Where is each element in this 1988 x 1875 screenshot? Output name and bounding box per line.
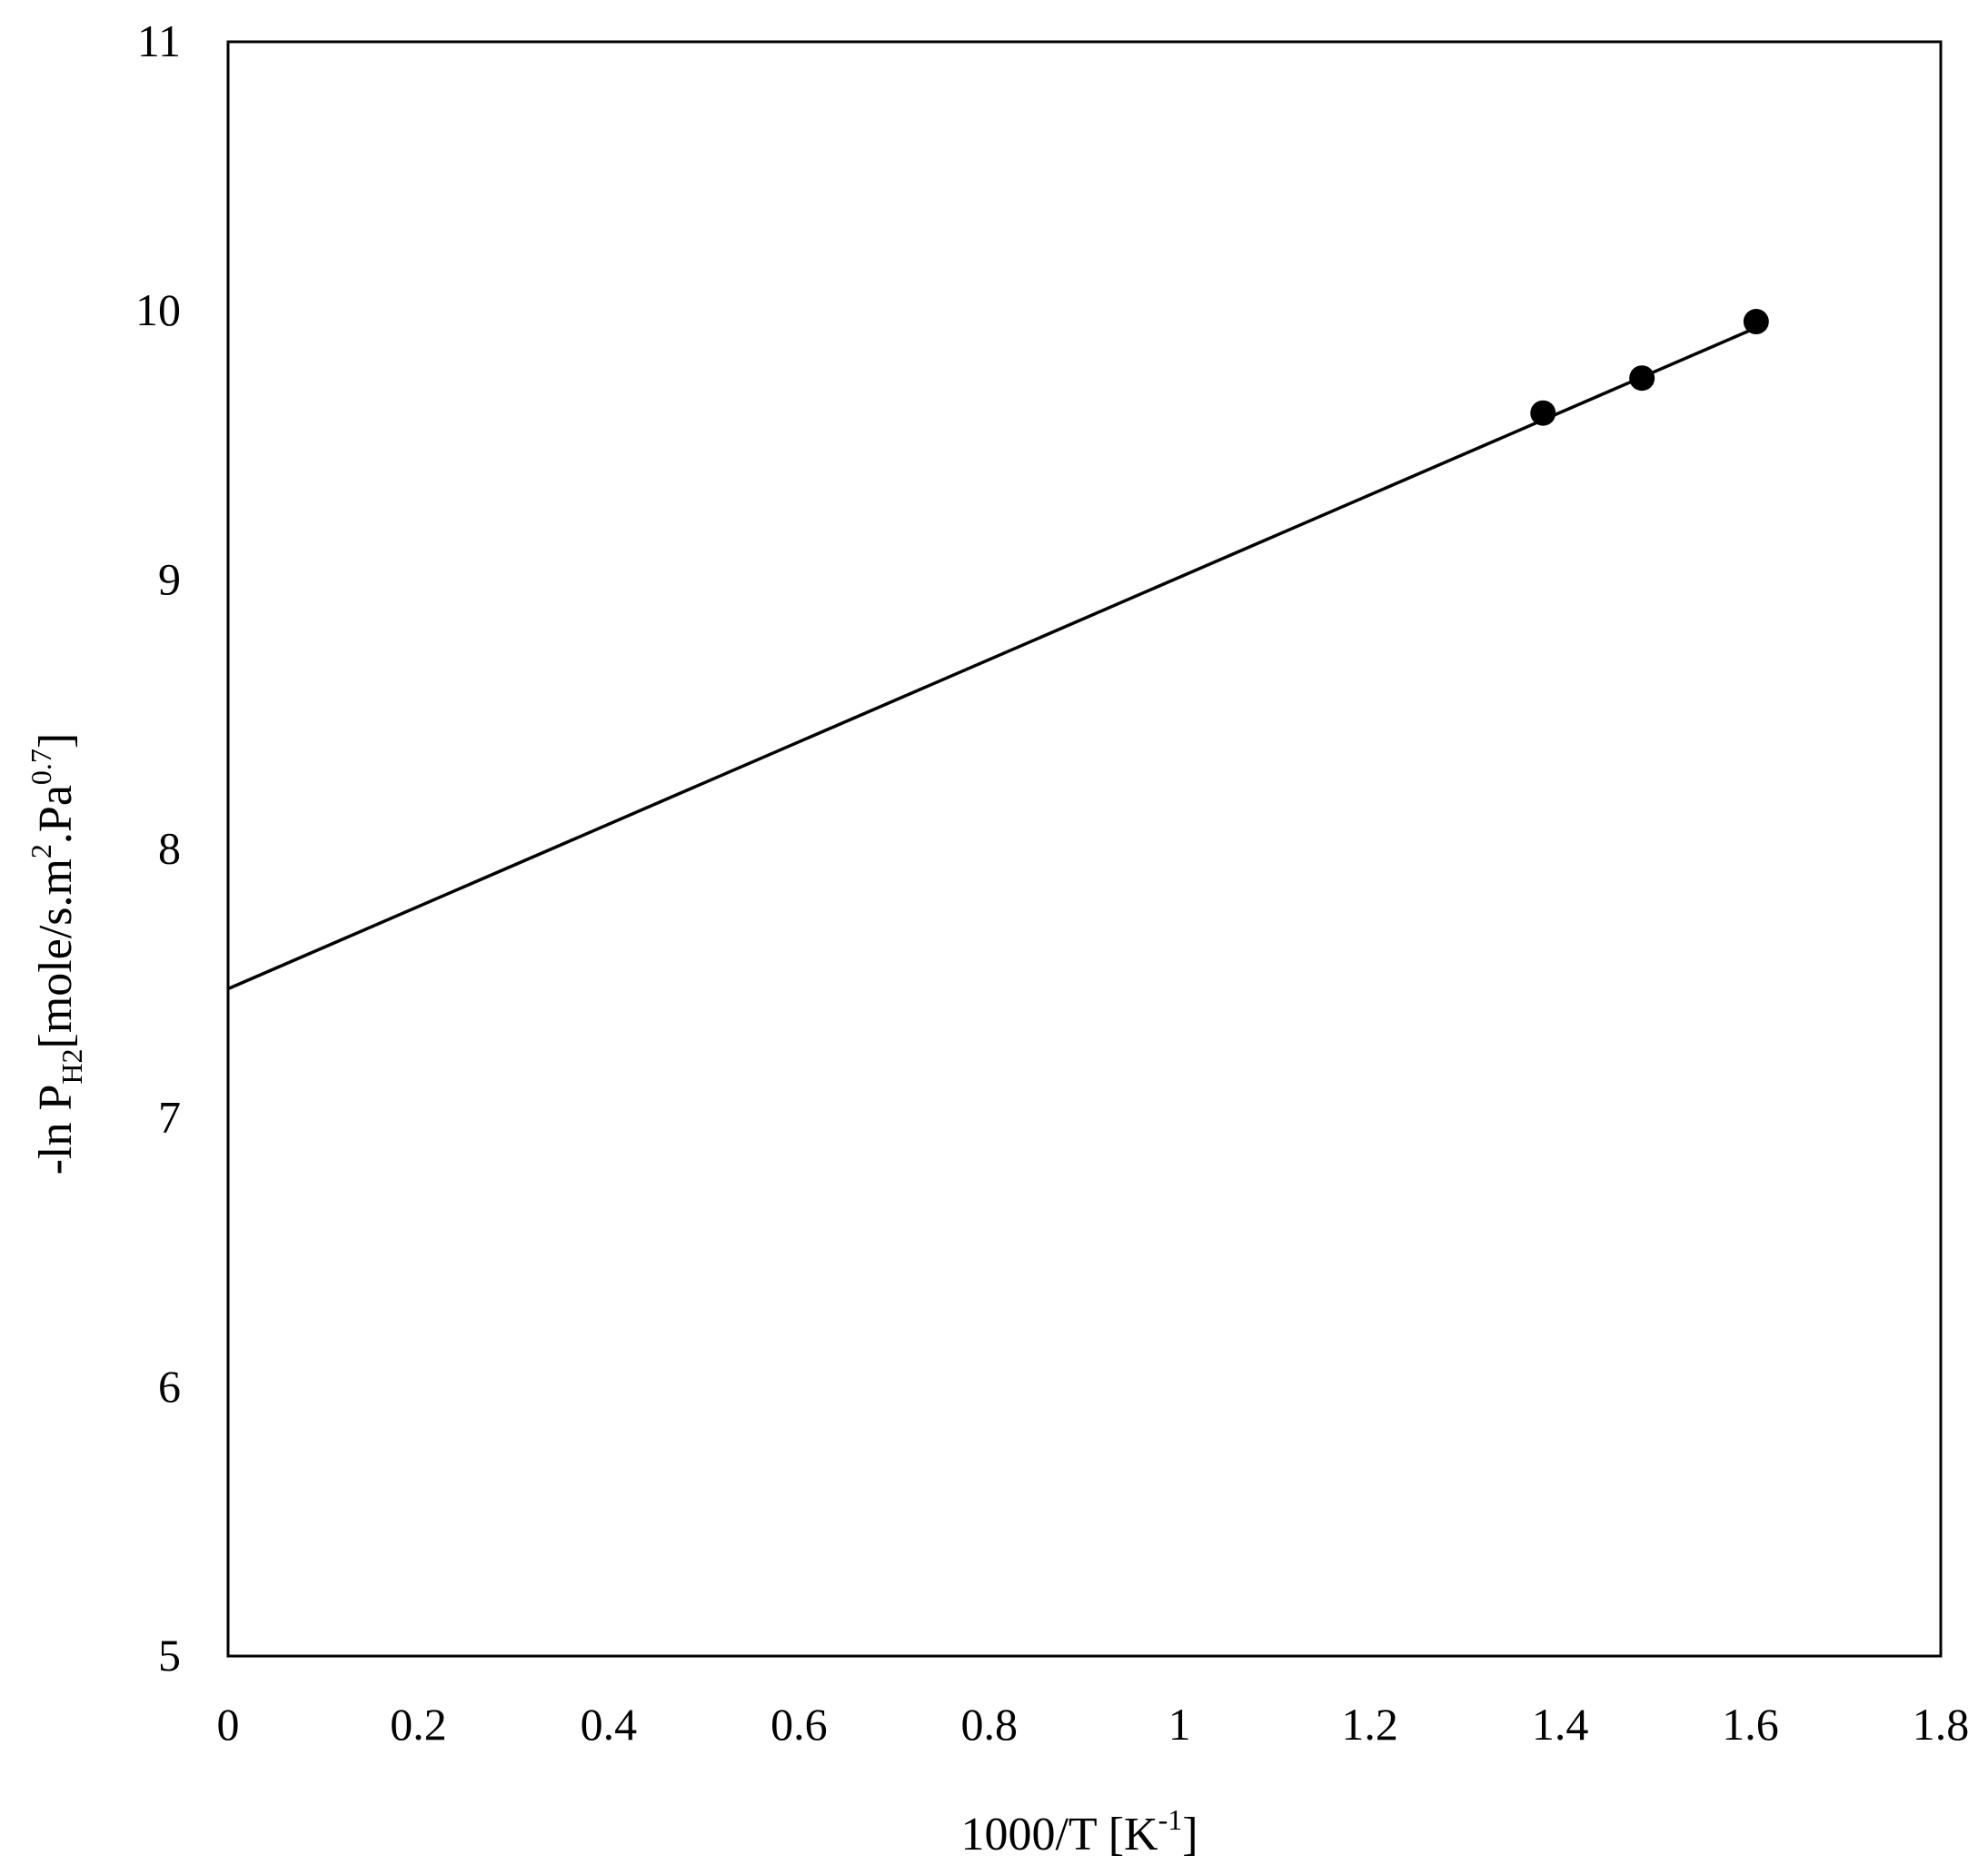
x-tick-label: 0.4: [581, 1699, 638, 1750]
y-tick-label: 9: [158, 553, 181, 604]
y-axis-title: -ln PH2[mole/s.m2.Pa0.7]: [25, 733, 88, 1176]
x-axis-title: 1000/T [K-1]: [960, 1803, 1198, 1860]
data-point: [1530, 400, 1556, 426]
y-tick-label: 6: [158, 1361, 181, 1412]
y-tick-label: 10: [135, 284, 181, 335]
y-tick-label: 8: [158, 823, 181, 874]
x-tick-label: 1.2: [1341, 1699, 1398, 1750]
x-tick-labels: 0 0.2 0.4 0.6 0.8 1 1.2 1.4 1.6 1.8: [217, 1699, 1970, 1750]
y-tick-label: 11: [137, 15, 181, 66]
x-tick-label: 0.6: [770, 1699, 828, 1750]
x-tick-label: 1.8: [1913, 1699, 1970, 1750]
trendline: [227, 326, 1757, 991]
data-points: [1530, 309, 1769, 426]
x-tick-label: 1: [1168, 1699, 1191, 1750]
y-tick-label: 5: [158, 1630, 181, 1681]
x-tick-label: 0.2: [390, 1699, 447, 1750]
data-point: [1629, 365, 1655, 392]
plot-area-frame: [226, 40, 1943, 1658]
x-tick-label: 0.8: [961, 1699, 1019, 1750]
data-point: [1743, 309, 1769, 335]
x-tick-label: 0: [217, 1699, 240, 1750]
y-tick-labels: 5 6 7 8 9 10 11: [135, 15, 181, 1681]
y-tick-label: 7: [158, 1092, 181, 1143]
x-tick-label: 1.6: [1722, 1699, 1779, 1750]
x-tick-label: 1.4: [1532, 1699, 1589, 1750]
